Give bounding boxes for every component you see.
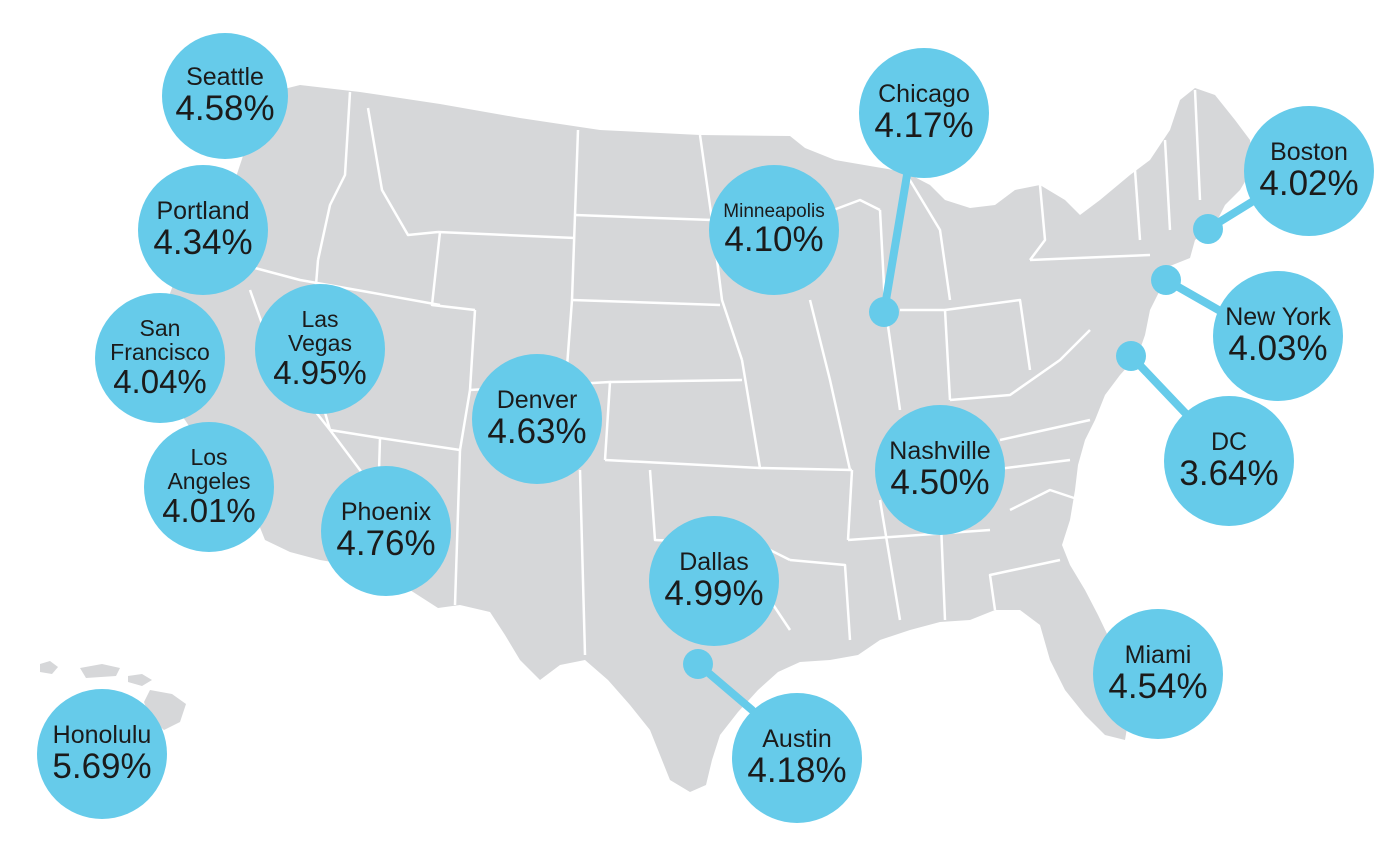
state-border-line	[1133, 169, 1142, 241]
city-name: Phoenix	[340, 497, 432, 526]
city-rate: 4.02%	[1259, 164, 1359, 204]
city-bubble-seattle: Seattle 4.58%	[162, 33, 288, 159]
city-bubble-austin: Austin 4.18%	[732, 693, 862, 823]
connector-line-chicago	[880, 171, 911, 316]
state-border-line	[846, 469, 854, 541]
city-bubble-chicago: Chicago 4.17%	[859, 48, 989, 178]
state-border-line	[1009, 488, 1081, 512]
city-name: Seattle	[186, 62, 264, 91]
city-connectors	[683, 171, 1259, 714]
connector-dot-austin	[683, 649, 713, 679]
state-border-line	[903, 171, 952, 301]
city-bubble-nashville: Nashville 4.50%	[875, 405, 1005, 535]
state-border-line	[808, 299, 852, 471]
city-rate: 4.99%	[664, 574, 764, 614]
city-name: Dallas	[679, 547, 749, 576]
city-rate: 4.95%	[273, 354, 367, 392]
connector-dot-boston	[1193, 214, 1223, 244]
city-bubble-los-angeles: Los Angeles 4.01%	[144, 422, 274, 552]
city-rate: 4.17%	[874, 106, 974, 146]
contiguous-us-shape	[155, 85, 1255, 792]
city-name: Las Vegas	[288, 306, 352, 356]
city-rate: 4.54%	[1108, 667, 1208, 707]
city-rate: 5.69%	[52, 747, 152, 787]
hawaii-island-2	[80, 664, 120, 678]
state-border-line	[944, 298, 1032, 371]
city-bubble-miami: Miami 4.54%	[1093, 609, 1223, 739]
city-bubble-dallas: Dallas 4.99%	[649, 516, 779, 646]
city-name: Honolulu	[52, 720, 152, 749]
city-bubble-new-york: New York 4.03%	[1213, 271, 1343, 401]
city-name: San Francisco	[110, 315, 210, 365]
city-bubble-portland: Portland 4.34%	[138, 165, 268, 295]
city-name: Minneapolis	[723, 200, 825, 222]
city-name: New York	[1225, 302, 1331, 331]
state-border-line	[988, 558, 1061, 611]
city-bubble-las-vegas: Las Vegas 4.95%	[255, 284, 385, 414]
state-border-line	[366, 107, 439, 237]
state-border-line	[1029, 184, 1047, 261]
city-bubble-minneapolis: Minneapolis 4.10%	[709, 165, 839, 295]
state-border-line	[1163, 139, 1172, 231]
state-border-line	[437, 230, 576, 240]
city-rate: 4.04%	[113, 363, 207, 401]
connector-dot-dc	[1116, 341, 1146, 371]
city-rate: 4.18%	[747, 751, 847, 791]
city-name: Miami	[1124, 640, 1192, 669]
city-bubble-san-francisco: San Francisco 4.04%	[95, 293, 225, 423]
city-name: Boston	[1270, 137, 1348, 166]
state-border-line	[430, 231, 476, 312]
state-border-line	[949, 329, 1091, 402]
city-bubble-phoenix: Phoenix 4.76%	[321, 466, 451, 596]
hawaii-island-3	[128, 674, 152, 686]
state-border-line	[571, 298, 721, 307]
city-rate: 4.34%	[153, 223, 253, 263]
state-border-line	[564, 129, 580, 381]
city-rate: 4.63%	[487, 412, 587, 452]
state-border-line	[878, 499, 902, 621]
state-border-line	[316, 91, 352, 261]
city-name: Chicago	[878, 79, 970, 108]
state-border-line	[847, 528, 991, 542]
city-bubble-boston: Boston 4.02%	[1244, 106, 1374, 236]
state-border-line	[453, 449, 462, 606]
state-border-line	[740, 359, 762, 469]
city-rate: 3.64%	[1179, 454, 1279, 494]
city-rate: 4.01%	[162, 492, 256, 530]
state-border-line	[1193, 89, 1202, 201]
state-border-line	[1029, 253, 1151, 262]
city-bubble-honolulu: Honolulu 5.69%	[37, 689, 167, 819]
state-border-line	[329, 389, 472, 452]
city-name: Denver	[496, 385, 578, 414]
connector-dot-new-york	[1151, 265, 1181, 295]
state-border-line	[468, 309, 477, 391]
city-bubble-dc: DC 3.64%	[1164, 396, 1294, 526]
city-name: Austin	[762, 724, 832, 753]
state-border-line	[609, 378, 743, 384]
city-name: DC	[1210, 427, 1248, 456]
us-landmass	[40, 85, 1255, 792]
city-name: Los Angeles	[167, 444, 251, 494]
hawaii-island-1	[40, 661, 58, 674]
connector-dot-chicago	[869, 297, 899, 327]
state-border-line	[578, 469, 587, 656]
city-bubble-denver: Denver 4.63%	[472, 354, 602, 484]
city-rate: 4.03%	[1228, 329, 1328, 369]
state-border-line	[574, 213, 713, 222]
state-border-line	[789, 558, 852, 641]
city-rate: 4.58%	[175, 89, 275, 129]
city-rate: 4.76%	[336, 524, 436, 564]
state-border-line	[999, 418, 1091, 442]
city-name: Portland	[156, 196, 250, 225]
city-name: Nashville	[889, 436, 991, 465]
city-rate: 4.50%	[890, 463, 990, 503]
city-rate: 4.10%	[724, 220, 824, 260]
